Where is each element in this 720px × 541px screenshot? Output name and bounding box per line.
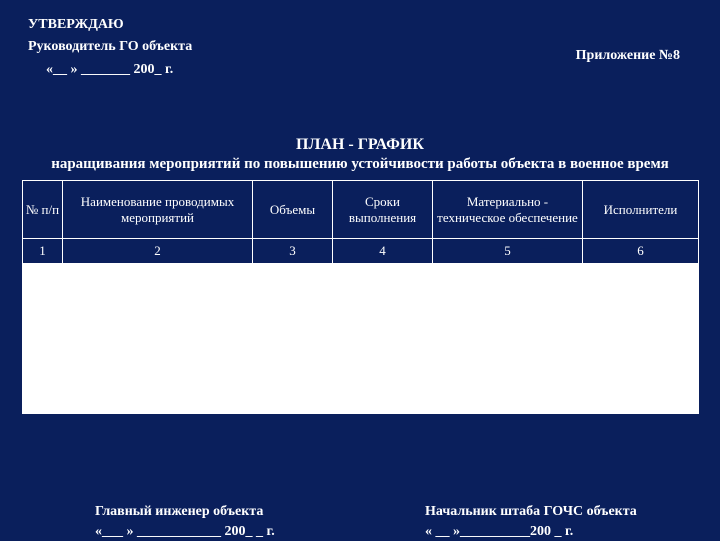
cell [253,264,333,414]
col-header-3: Объемы [253,181,333,239]
approve-label: УТВЕРЖДАЮ [28,14,192,36]
title-main: ПЛАН - ГРАФИК [0,136,720,154]
cell [433,264,583,414]
col-num-2: 2 [63,239,253,264]
col-header-2: Наименование проводимых мероприятий [63,181,253,239]
title-subtitle: наращивания мероприятий по повышению уст… [0,156,720,173]
col-num-5: 5 [433,239,583,264]
table-row [23,264,699,414]
col-header-1: № п/п [23,181,63,239]
col-num-3: 3 [253,239,333,264]
annex-label: Приложение №8 [576,48,680,64]
plan-table-wrap: № п/п Наименование проводимых мероприяти… [22,180,698,414]
approval-block: УТВЕРЖДАЮ Руководитель ГО объекта «__ » … [28,14,192,81]
col-header-4: Сроки выполнения [333,181,433,239]
signature-right: Начальник штаба ГОЧС объекта « __ »_____… [425,502,637,541]
title-block: ПЛАН - ГРАФИК наращивания мероприятий по… [0,136,720,173]
cell [63,264,253,414]
col-header-5: Материально - техническое обеспечение [433,181,583,239]
col-num-4: 4 [333,239,433,264]
plan-table: № п/п Наименование проводимых мероприяти… [22,180,699,414]
cell [333,264,433,414]
signature-left: Главный инженер объекта «___ » _________… [95,502,275,541]
sign-right-date: « __ »__________200 _ г. [425,522,637,541]
cell [583,264,699,414]
chief-label: Руководитель ГО объекта [28,36,192,58]
sign-left-date: «___ » ____________ 200_ _ г. [95,522,275,541]
col-header-6: Исполнители [583,181,699,239]
col-num-6: 6 [583,239,699,264]
sign-left-title: Главный инженер объекта [95,502,275,522]
cell [23,264,63,414]
sign-right-title: Начальник штаба ГОЧС объекта [425,502,637,522]
col-num-1: 1 [23,239,63,264]
approval-date-line: «__ » _______ 200_ г. [28,59,192,81]
